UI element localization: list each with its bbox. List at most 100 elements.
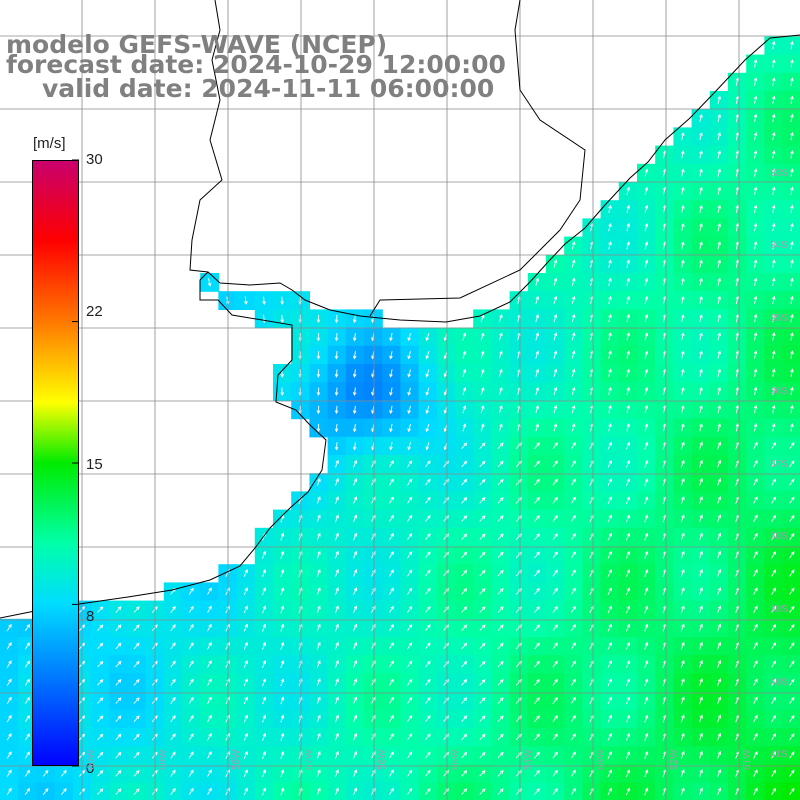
wind-arrow bbox=[497, 642, 504, 650]
wind-arrow bbox=[608, 277, 612, 286]
wind-arrow bbox=[716, 568, 722, 577]
wind-arrow bbox=[644, 259, 649, 268]
wind-arrow bbox=[553, 350, 558, 359]
wind-arrow bbox=[789, 533, 795, 541]
wind-arrow bbox=[479, 642, 486, 650]
wind-arrow bbox=[225, 714, 230, 723]
wind-arrow bbox=[771, 441, 777, 450]
wind-arrow bbox=[552, 715, 558, 723]
wind-arrow bbox=[570, 605, 576, 614]
wind-arrow bbox=[789, 478, 795, 486]
wind-arrow bbox=[552, 551, 558, 559]
wind-arrow bbox=[753, 550, 758, 559]
wind-arrow bbox=[625, 641, 631, 650]
wind-arrow bbox=[771, 751, 777, 759]
lon-label: 53W bbox=[596, 749, 607, 770]
wind-arrow bbox=[699, 222, 703, 232]
wind-arrow bbox=[334, 605, 339, 614]
wind-arrow bbox=[334, 423, 339, 433]
wind-arrow bbox=[133, 769, 140, 777]
wind-arrow bbox=[133, 678, 140, 686]
wind-arrow bbox=[462, 404, 467, 414]
lat-label: 39S bbox=[770, 604, 788, 615]
wind-arrow bbox=[497, 751, 504, 759]
wind-arrow bbox=[753, 332, 758, 341]
wind-arrow bbox=[389, 369, 393, 378]
wind-arrow bbox=[680, 641, 685, 650]
wind-arrow bbox=[479, 588, 486, 595]
wind-arrow bbox=[644, 750, 649, 759]
wind-arrow bbox=[262, 732, 267, 741]
wind-arrow bbox=[316, 532, 321, 541]
wind-arrow bbox=[790, 113, 794, 123]
wind-arrow bbox=[571, 259, 576, 268]
wind-arrow bbox=[735, 423, 740, 432]
wind-arrow bbox=[753, 423, 758, 432]
wind-arrow bbox=[570, 678, 576, 686]
wind-arrow bbox=[681, 150, 685, 159]
wind-arrow bbox=[717, 222, 722, 232]
wind-arrow bbox=[625, 732, 631, 741]
wind-arrow bbox=[753, 641, 758, 650]
wind-arrow bbox=[534, 697, 540, 704]
wind-arrow bbox=[716, 714, 722, 723]
wind-arrow bbox=[626, 405, 631, 414]
wind-arrow bbox=[771, 769, 777, 777]
wind-arrow bbox=[6, 642, 12, 650]
wind-arrow bbox=[479, 569, 486, 577]
wind-cell bbox=[782, 782, 800, 800]
wind-arrow bbox=[753, 569, 758, 577]
wind-arrow bbox=[771, 40, 776, 50]
wind-arrow bbox=[625, 787, 631, 796]
wind-arrow bbox=[607, 769, 612, 778]
wind-arrow bbox=[753, 59, 758, 68]
wind-arrow bbox=[625, 678, 631, 687]
lon-label: 51W bbox=[742, 749, 753, 770]
wind-arrow bbox=[735, 332, 740, 341]
wind-arrow bbox=[133, 642, 140, 650]
wind-arrow bbox=[681, 168, 685, 177]
wind-arrow bbox=[406, 569, 413, 577]
wind-arrow bbox=[6, 660, 12, 668]
wind-arrow bbox=[789, 678, 795, 686]
wind-arrow bbox=[698, 514, 703, 523]
wind-arrow bbox=[316, 387, 321, 396]
wind-arrow bbox=[497, 769, 504, 777]
wind-arrow bbox=[717, 113, 722, 123]
wind-arrow bbox=[24, 769, 30, 777]
wind-arrow bbox=[443, 788, 449, 795]
wind-arrow bbox=[698, 659, 703, 668]
wind-arrow bbox=[443, 697, 449, 704]
lat-label: 40S bbox=[770, 677, 788, 688]
wind-arrow bbox=[680, 496, 685, 505]
valid-date: valid date: 2024-11-11 06:00:00 bbox=[42, 74, 495, 103]
wind-arrow bbox=[388, 696, 394, 705]
wind-arrow bbox=[280, 641, 285, 650]
wind-arrow bbox=[388, 514, 394, 523]
wind-arrow bbox=[698, 787, 703, 796]
wind-arrow bbox=[790, 368, 794, 377]
wind-arrow bbox=[735, 95, 740, 104]
wind-arrow bbox=[681, 241, 685, 250]
wind-speed-field bbox=[0, 36, 800, 800]
wind-arrow bbox=[406, 514, 413, 523]
wind-arrow bbox=[115, 697, 122, 704]
wind-arrow bbox=[717, 332, 722, 341]
wind-arrow bbox=[406, 715, 413, 723]
wind-arrow bbox=[534, 788, 540, 795]
wind-arrow bbox=[262, 587, 267, 596]
wind-arrow bbox=[625, 459, 631, 468]
lon-label: 59W bbox=[158, 749, 169, 770]
wind-arrow bbox=[771, 660, 777, 668]
wind-arrow bbox=[735, 113, 740, 123]
wind-arrow bbox=[24, 624, 30, 632]
wind-arrow bbox=[681, 295, 685, 305]
wind-arrow bbox=[388, 642, 394, 650]
wind-arrow bbox=[753, 787, 758, 796]
wind-arrow bbox=[406, 678, 413, 686]
wind-arrow bbox=[407, 423, 411, 433]
wind-arrow bbox=[443, 551, 449, 559]
wind-arrow bbox=[480, 386, 485, 396]
wind-arrow bbox=[570, 624, 576, 632]
